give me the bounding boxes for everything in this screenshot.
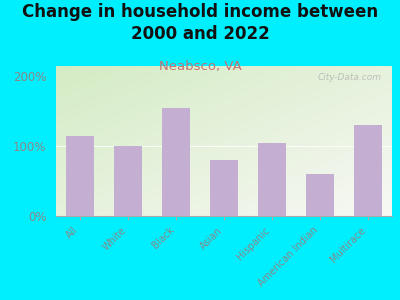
Text: City-Data.com: City-Data.com xyxy=(318,74,382,82)
Bar xyxy=(306,174,334,216)
Bar xyxy=(258,143,286,216)
Bar xyxy=(66,136,94,216)
Bar xyxy=(210,160,238,216)
Bar xyxy=(162,108,190,216)
Bar xyxy=(114,146,142,216)
Text: Neabsco, VA: Neabsco, VA xyxy=(159,60,241,73)
Text: Change in household income between
2000 and 2022: Change in household income between 2000 … xyxy=(22,3,378,43)
Bar xyxy=(354,125,382,216)
